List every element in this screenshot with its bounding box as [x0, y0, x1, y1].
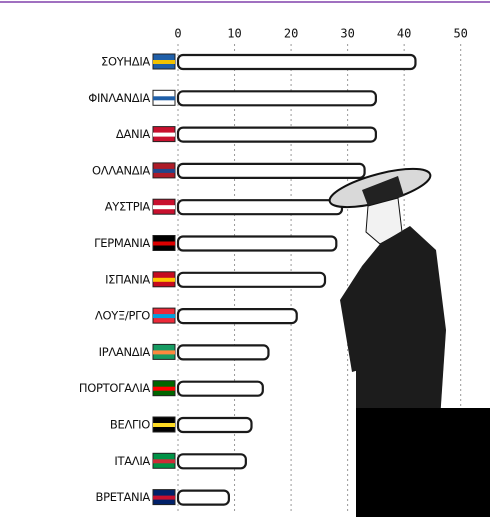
- chart: 0 10 20 30 40 50 ΣΟΥΗΔΙΑ ΦΙΝΛΑΝΔΙΑ ΔΑΝΙΑ ΟΛΛΑΝΔΙΑ…: [0, 0, 490, 517]
- bar: [178, 128, 376, 142]
- illustration: [326, 161, 490, 517]
- y-tick-label: ΛΟΥΞ/ΡΓΟ: [95, 309, 150, 323]
- y-tick-label: ΟΛΛΑΝΔΙΑ: [92, 163, 150, 177]
- flag-stripe: [153, 60, 175, 64]
- x-tick-label: 30: [340, 27, 354, 41]
- bar: [178, 237, 336, 251]
- flag-stripe: [153, 96, 175, 100]
- x-tick-label: 0: [174, 27, 181, 41]
- x-tick-label: 40: [397, 27, 411, 41]
- y-tick-label: ΒΕΛΓΙΟ: [110, 418, 150, 432]
- bar: [178, 382, 263, 396]
- bar: [178, 164, 365, 178]
- flag-stripe: [153, 133, 175, 137]
- y-tick-label: ΑΥΣΤΡΙΑ: [105, 200, 151, 214]
- bar: [178, 55, 415, 69]
- flag-stripe: [153, 242, 175, 246]
- x-tick-label: 10: [227, 27, 241, 41]
- bar: [178, 491, 229, 505]
- bar: [178, 309, 297, 323]
- bar: [178, 418, 252, 432]
- bar: [178, 273, 325, 287]
- flag-stripe: [153, 459, 175, 463]
- flag-stripe: [153, 387, 175, 391]
- y-tick-label: ΙΣΠΑΝΙΑ: [105, 272, 150, 286]
- flag-stripe: [153, 278, 175, 282]
- y-tick-label: ΓΕΡΜΑΝΙΑ: [94, 236, 150, 250]
- flag-stripe: [153, 314, 175, 318]
- bar: [178, 345, 268, 359]
- bar: [178, 91, 376, 105]
- flag-stripe: [153, 496, 175, 500]
- y-tick-label: ΣΟΥΗΔΙΑ: [101, 55, 150, 69]
- flag-stripe: [153, 423, 175, 427]
- bar: [178, 200, 342, 214]
- y-tick-label: ΙΤΑΛΙΑ: [114, 454, 150, 468]
- y-tick-label: ΦΙΝΛΑΝΔΙΑ: [88, 91, 150, 105]
- y-tick-label: ΔΑΝΙΑ: [116, 127, 151, 141]
- flag-stripe: [153, 205, 175, 209]
- bar: [178, 454, 246, 468]
- x-tick-label: 50: [453, 27, 467, 41]
- flag-stripe: [153, 350, 175, 354]
- y-tick-label: ΙΡΛΑΝΔΙΑ: [99, 345, 151, 359]
- y-tick-label: ΠΟΡΤΟΓΑΛΙΑ: [79, 381, 151, 395]
- flag-stripe: [153, 169, 175, 173]
- y-tick-label: ΒΡΕΤΑΝΙΑ: [96, 490, 151, 504]
- x-tick-label: 20: [284, 27, 298, 41]
